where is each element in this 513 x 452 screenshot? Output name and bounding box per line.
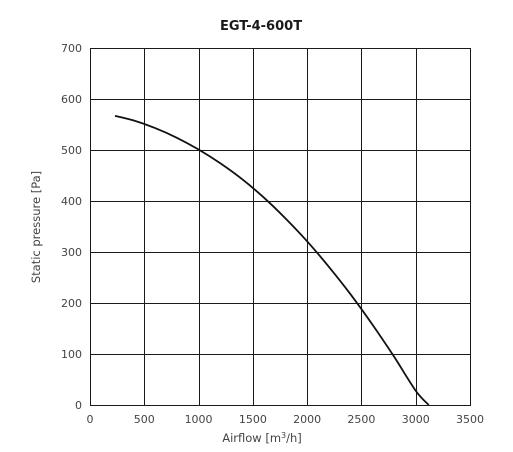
y-tick-label: 0 (75, 399, 82, 412)
y-tick-label: 100 (61, 348, 82, 361)
x-tick-label: 2000 (293, 413, 321, 426)
x-tick-label: 0 (87, 413, 94, 426)
series-line (114, 114, 430, 406)
x-tick-label: 3000 (402, 413, 430, 426)
x-tick-labels: 0 500 1000 1500 2000 2500 3000 3500 (87, 413, 485, 426)
y-tick-label: 400 (61, 195, 82, 208)
y-axis-label: Static pressure [Pa] (29, 171, 43, 283)
x-axis-label-end: /h] (286, 431, 302, 445)
y-tick-label: 500 (61, 144, 82, 157)
y-tick-labels: 0 100 200 300 400 500 600 700 (61, 42, 82, 412)
x-axis-label-main: Airflow [m (222, 431, 281, 445)
plot-area (90, 48, 471, 406)
x-tick-label: 1000 (185, 413, 213, 426)
chart-title: EGT-4-600T (220, 19, 302, 34)
x-tick-label: 2500 (347, 413, 375, 426)
x-tick-label: 500 (134, 413, 155, 426)
y-tick-label: 200 (61, 297, 82, 310)
grid (90, 48, 471, 406)
y-tick-label: 700 (61, 42, 82, 55)
x-axis-label-superscript: 3 (281, 431, 286, 440)
x-tick-label: 3500 (456, 413, 484, 426)
x-tick-label: 1500 (239, 413, 267, 426)
y-tick-label: 300 (61, 246, 82, 259)
x-axis-label: Airflow [m3/h] (222, 431, 302, 445)
y-tick-label: 600 (61, 93, 82, 106)
